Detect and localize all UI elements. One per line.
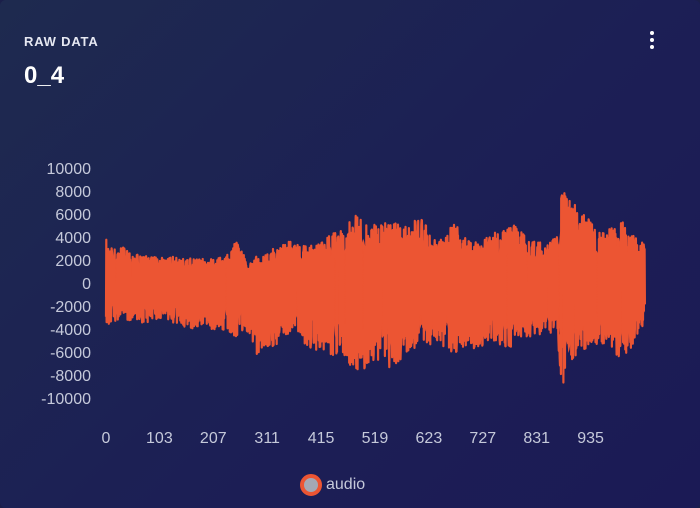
x-tick-label: 935 — [577, 430, 604, 447]
x-tick-label: 415 — [308, 430, 335, 447]
x-tick-label: 831 — [523, 430, 550, 447]
y-tick-label: 4000 — [55, 230, 91, 247]
y-tick-label: -4000 — [50, 322, 91, 339]
plot-area — [104, 192, 647, 384]
y-tick-label: -10000 — [41, 391, 91, 408]
legend-swatch — [300, 474, 322, 496]
y-tick-label: 10000 — [47, 161, 92, 178]
x-axis: 0 103 207 311 415 519 623 727 831 935 — [102, 430, 604, 447]
y-tick-label: -6000 — [50, 345, 91, 362]
card-value: 0_4 — [24, 62, 65, 89]
y-axis: 10000 8000 6000 4000 2000 0 -2000 -4000 -6000 -80… — [41, 161, 91, 408]
x-tick-label: 311 — [254, 430, 280, 447]
x-tick-label: 103 — [146, 430, 173, 447]
y-tick-label: 6000 — [55, 207, 91, 224]
more-vertical-icon[interactable] — [642, 28, 662, 52]
menu-dot — [650, 45, 654, 49]
menu-dot — [650, 31, 654, 35]
x-tick-label: 207 — [200, 430, 227, 447]
y-tick-label: -2000 — [50, 299, 91, 316]
y-tick-label: 8000 — [55, 184, 91, 201]
menu-dot — [650, 38, 654, 42]
legend-label: audio — [326, 476, 366, 493]
y-tick-label: 2000 — [55, 253, 91, 270]
x-tick-label: 0 — [102, 430, 111, 447]
x-tick-label: 519 — [362, 430, 389, 447]
legend-item-audio[interactable]: audio — [300, 474, 365, 496]
card-label: RAW DATA — [24, 34, 99, 49]
y-tick-label: -8000 — [50, 368, 91, 385]
x-tick-label: 727 — [469, 430, 496, 447]
series-line-audio — [104, 192, 647, 384]
x-tick-label: 623 — [416, 430, 443, 447]
y-tick-label: 0 — [82, 276, 91, 293]
